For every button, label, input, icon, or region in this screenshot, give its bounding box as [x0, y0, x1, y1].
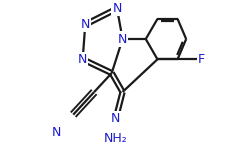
Text: N: N — [81, 18, 90, 31]
Text: N: N — [51, 126, 61, 139]
Text: N: N — [111, 112, 120, 125]
Text: N: N — [118, 33, 127, 46]
Text: F: F — [198, 53, 205, 66]
Text: NH₂: NH₂ — [104, 132, 128, 145]
Text: N: N — [112, 2, 122, 15]
Text: N: N — [78, 53, 87, 66]
